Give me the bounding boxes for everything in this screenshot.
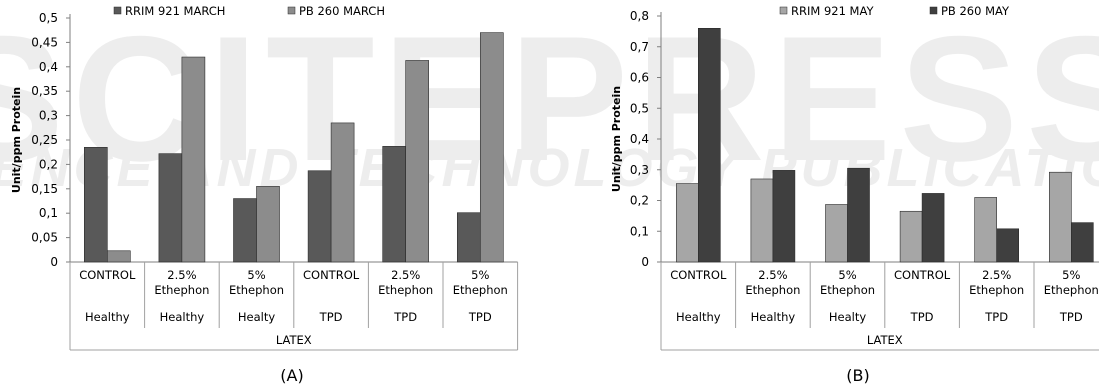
x-axis-label: LATEX	[867, 333, 903, 347]
y-axis-label: Unit/ppm Protein	[10, 87, 23, 193]
legend-swatch	[779, 6, 788, 15]
bar-series2	[697, 27, 721, 263]
category-treatment-label: 2.5%	[758, 268, 787, 282]
y-tick-label: 0,2	[39, 157, 58, 171]
category-condition-label: TPD	[1059, 310, 1083, 324]
bar-series1	[974, 197, 998, 263]
category-condition-label: Healthy	[676, 310, 721, 324]
y-tick-label: 0,25	[31, 133, 58, 147]
category-treatment-label: CONTROL	[303, 268, 360, 282]
category-treatment-label: Ethephon	[969, 283, 1024, 297]
bar-series1	[307, 170, 332, 263]
y-tick-label: 0	[641, 255, 649, 269]
category-condition-label: TPD	[468, 310, 492, 324]
legend-swatch	[287, 6, 296, 15]
category-treatment-label: 2.5%	[982, 268, 1011, 282]
bar-series2	[107, 250, 131, 263]
bar-series1	[233, 198, 257, 263]
category-treatment-label: Ethephon	[820, 283, 875, 297]
category-treatment-label: Ethephon	[378, 283, 433, 297]
bar-series1	[899, 210, 923, 263]
x-axis-label: LATEX	[276, 333, 312, 347]
y-tick-label: 0,05	[31, 231, 58, 245]
category-treatment-label: Ethephon	[229, 283, 284, 297]
legend-label: PB 260 MARCH	[299, 4, 385, 18]
bar-series1	[158, 153, 183, 263]
y-tick-label: 0,35	[31, 84, 58, 98]
category-treatment-label: 5%	[471, 268, 489, 282]
y-tick-label: 0,3	[39, 109, 58, 123]
category-treatment-label: Ethephon	[745, 283, 800, 297]
y-axis-label: Unit/ppm Protein	[610, 86, 623, 192]
bar-series1	[1049, 171, 1072, 263]
y-tick-label: 0,45	[31, 35, 58, 49]
category-condition-label: TPD	[319, 310, 343, 324]
y-tick-label: 0,8	[630, 9, 649, 23]
category-treatment-label: 2.5%	[167, 268, 196, 282]
bar-series2	[330, 122, 355, 263]
category-treatment-label: 2.5%	[391, 268, 420, 282]
panel-label: (A)	[280, 366, 303, 385]
category-condition-label: Healthy	[85, 310, 130, 324]
category-condition-label: TPD	[984, 310, 1008, 324]
chart-b: 0 0,1 0,2 0,3 0,4 0,5 0,6 0,7 0,8 Unit/ppm Protei…	[610, 4, 1099, 385]
bar-series1	[750, 178, 774, 263]
bar-series2	[996, 228, 1020, 263]
category-treatment-label: CONTROL	[670, 268, 727, 282]
y-tick-label: 0,4	[39, 60, 58, 74]
category-condition-label: Healthy	[751, 310, 796, 324]
panel-label: (B)	[846, 366, 869, 385]
category-treatment-label: Ethephon	[1044, 283, 1099, 297]
y-tick-label: 0,3	[630, 163, 649, 177]
bar-series1	[382, 146, 407, 263]
category-treatment-label: Ethephon	[154, 283, 209, 297]
category-treatment-label: 5%	[838, 268, 856, 282]
category-condition-label: TPD	[393, 310, 417, 324]
legend-swatch	[929, 6, 938, 15]
category-treatment-label: 5%	[1062, 268, 1080, 282]
category-condition-label: TPD	[910, 310, 934, 324]
y-tick-label: 0,7	[630, 40, 649, 54]
category-condition-label: Healty	[829, 310, 866, 324]
y-tick-label: 0,1	[39, 206, 58, 220]
category-condition-label: Healthy	[160, 310, 205, 324]
bar-series2	[405, 60, 430, 263]
bar-series2	[256, 186, 280, 263]
bar-series2	[772, 170, 796, 263]
y-tick-label: 0,1	[630, 224, 649, 238]
bar-series2	[479, 32, 504, 263]
y-tick-label: 0,4	[630, 132, 649, 146]
category-condition-label: Healty	[238, 310, 275, 324]
category-treatment-label: CONTROL	[79, 268, 136, 282]
y-tick-label: 0,15	[31, 182, 58, 196]
category-treatment-label: CONTROL	[894, 268, 951, 282]
legend-label: PB 260 MAY	[941, 4, 1010, 18]
legend-swatch	[113, 6, 122, 15]
bar-series1	[456, 212, 481, 263]
bar-series2	[921, 193, 945, 263]
chart-a: 0 0,05 0,1 0,15 0,2 0,25 0,3 0,35 0,4 0,45 0,5 Unit…	[10, 4, 519, 385]
bar-series2	[847, 167, 870, 263]
bar-series1	[675, 183, 699, 263]
y-tick-label: 0,5	[630, 101, 649, 115]
y-tick-label: 0,6	[630, 71, 649, 85]
bar-series2	[1071, 222, 1094, 263]
legend-label: RRIM 921 MARCH	[125, 4, 225, 18]
bar-series1	[84, 147, 108, 263]
y-tick-label: 0,2	[630, 194, 649, 208]
bar-series2	[181, 56, 206, 263]
bar-series1	[825, 204, 848, 263]
category-treatment-label: 5%	[247, 268, 265, 282]
y-tick-label: 0	[50, 255, 58, 269]
legend-label: RRIM 921 MAY	[791, 4, 874, 18]
category-treatment-label: Ethephon	[453, 283, 508, 297]
y-tick-label: 0,5	[39, 11, 58, 25]
